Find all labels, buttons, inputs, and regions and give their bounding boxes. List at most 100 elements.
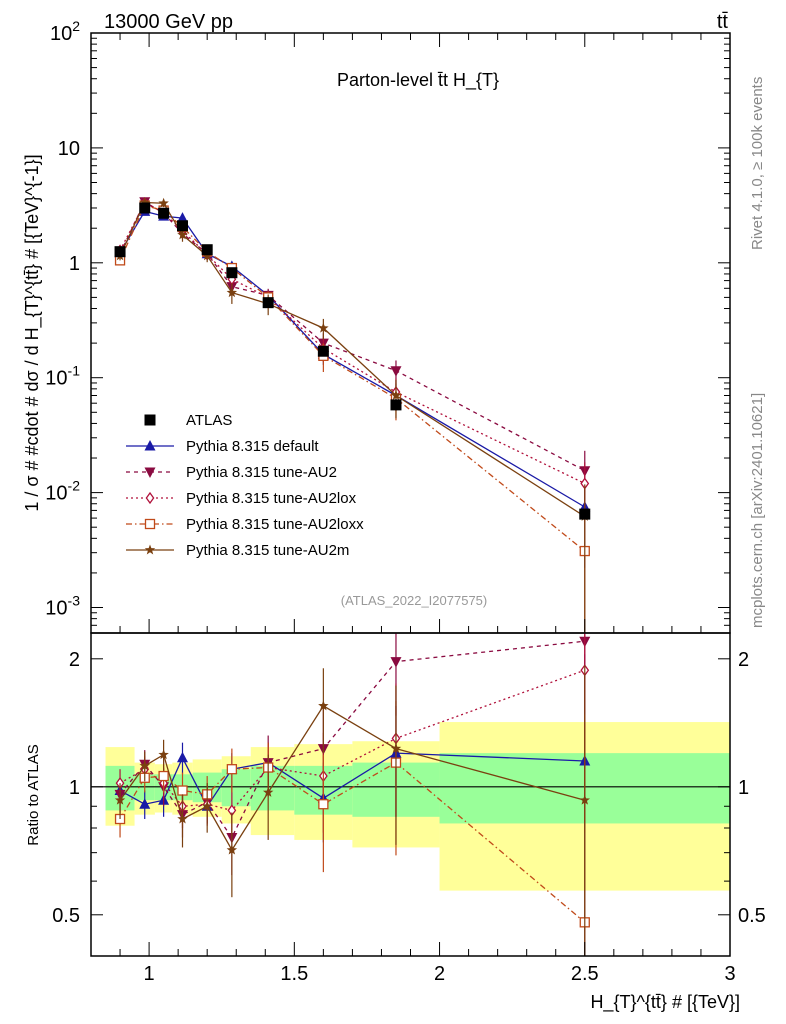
ratio-point — [262, 786, 274, 797]
ratio-y-tick-label-right: 0.5 — [738, 905, 766, 927]
series-1 — [114, 205, 591, 568]
legend-item-atlas: ATLAS — [144, 412, 232, 429]
ratio-point — [158, 749, 169, 760]
atlas-data-point — [176, 220, 188, 232]
ratio-point — [226, 764, 238, 775]
legend-label: Pythia 8.315 tune-AU2 — [186, 464, 337, 481]
y-tick-label: 10-3 — [45, 593, 80, 620]
data-point — [390, 366, 402, 377]
ratio-y-tick-label-right: 1 — [738, 777, 749, 799]
atlas-data-point — [579, 508, 591, 520]
x-tick-label: 1 — [144, 963, 155, 985]
legend-item: Pythia 8.315 tune-AU2 — [126, 464, 337, 481]
atlas-data-point — [262, 297, 274, 309]
legend-item: Pythia 8.315 default — [126, 438, 319, 455]
ratio-point — [114, 794, 126, 805]
watermark: (ATLAS_2022_I2077575) — [341, 593, 487, 608]
y-axis-label: 1 / σ # #cdot # dσ / d H_{T}^{tt̄} # [{T… — [22, 154, 43, 511]
atlas-data-point — [390, 399, 402, 411]
ratio-y-tick-label-right: 2 — [738, 649, 749, 671]
ratio-point — [226, 844, 238, 855]
data-point — [318, 322, 329, 333]
legend-marker — [145, 491, 155, 505]
ratio-line — [119, 705, 585, 852]
rivet-version-label: Rivet 4.1.0, ≥ 100k events — [749, 77, 766, 250]
legend-marker — [144, 467, 156, 478]
ratio-series-5 — [114, 665, 590, 956]
atlas-data-point — [201, 244, 213, 256]
atlas-data-point — [226, 267, 238, 279]
data-point — [201, 250, 213, 261]
legend-label: ATLAS — [186, 412, 232, 429]
x-ticks: 1 1.5 2 2.5 3 — [90, 33, 736, 985]
ratio-inner-band — [221, 769, 251, 807]
legend-marker — [144, 414, 156, 426]
series-2 — [114, 197, 591, 505]
y-tick-label: 10-2 — [45, 478, 80, 505]
x-tick-label: 3 — [724, 963, 735, 985]
ratio-y-tick-label-left: 0.5 — [52, 905, 80, 927]
energy-label: 13000 GeV pp — [104, 11, 233, 33]
ratio-point — [139, 798, 151, 809]
ratio-point — [318, 799, 329, 810]
data-point — [177, 229, 188, 240]
atlas-data-point — [139, 202, 151, 214]
atlas-data-point — [317, 345, 329, 357]
series-line — [119, 210, 586, 508]
legend-label: Pythia 8.315 tune-AU2lox — [186, 490, 357, 507]
ratio-y-tick-label-left: 1 — [69, 777, 80, 799]
series-line — [119, 204, 586, 552]
y-tick-label: 10 — [58, 138, 80, 160]
ratio-line — [119, 761, 586, 923]
ratio-point — [177, 813, 188, 824]
legend-marker — [144, 518, 156, 530]
legend-marker — [144, 544, 156, 555]
legend-item: Pythia 8.315 tune-AU2loxx — [126, 516, 364, 533]
data-point — [139, 196, 150, 207]
ratio-y-axis-label: Ratio to ATLAS — [25, 744, 42, 845]
legend-label: Pythia 8.315 default — [186, 438, 319, 455]
series-line — [119, 201, 586, 518]
series-line — [119, 200, 586, 472]
data-point — [176, 212, 188, 223]
main-panel: Parton-level t̄t H_{T} (ATLAS_2022_I2077… — [22, 18, 731, 634]
ratio-point — [318, 700, 329, 711]
data-point — [158, 197, 169, 208]
ratio-plot-area — [91, 633, 730, 956]
process-label: tt̄ — [717, 11, 729, 33]
main-y-ticks: 10-3 10-2 10-1 1 10 102 — [45, 18, 730, 634]
ratio-point — [579, 794, 590, 805]
legend-marker — [144, 440, 156, 451]
ratio-inner-band — [250, 765, 295, 811]
x-tick-label: 2.5 — [571, 963, 599, 985]
ratio-line — [119, 640, 585, 839]
y-tick-label: 1 — [69, 253, 80, 275]
x-tick-label: 1.5 — [280, 963, 308, 985]
legend-item: Pythia 8.315 tune-AU2m — [126, 542, 349, 559]
data-point — [226, 287, 238, 298]
ratio-point — [177, 785, 188, 796]
ratio-point — [176, 751, 188, 763]
ratio-point — [390, 743, 402, 754]
ratio-line — [119, 752, 585, 808]
chart-title: Parton-level t̄t H_{T} — [337, 70, 499, 91]
data-point — [390, 390, 402, 400]
y-tick-label: 102 — [50, 18, 80, 45]
atlas-data — [114, 202, 591, 520]
atlas-data-point — [158, 207, 170, 219]
x-tick-label: 2 — [434, 963, 445, 985]
main-plot-area — [114, 196, 591, 633]
legend: ATLAS Pythia 8.315 default Pythia 8.315 tu… — [126, 412, 364, 559]
y-tick-label: 10-1 — [45, 363, 80, 390]
ratio-point — [390, 657, 402, 668]
ratio-point — [201, 800, 213, 811]
ratio-point — [158, 770, 169, 782]
ratio-line — [119, 669, 586, 812]
ratio-y-ticks: 0.5 0.5 1 1 2 2 — [52, 649, 766, 927]
x-axis-label: H_{T}^{tt̄} # [{TeV}] — [590, 992, 740, 1013]
legend-label: Pythia 8.315 tune-AU2loxx — [186, 516, 364, 533]
ratio-y-tick-label-left: 2 — [69, 649, 80, 671]
atlas-data-point — [114, 246, 126, 258]
legend-item: Pythia 8.315 tune-AU2lox — [126, 490, 357, 507]
